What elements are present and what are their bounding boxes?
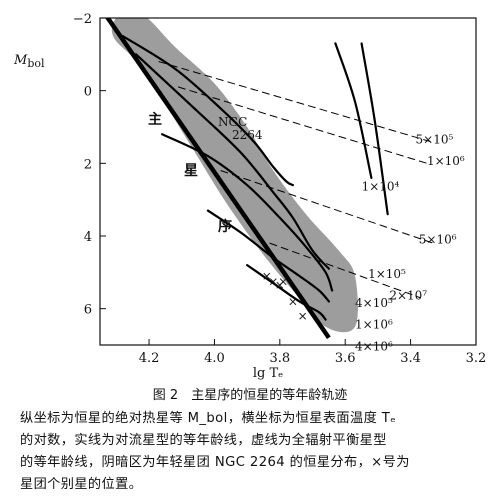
y-tick-label: 4 — [84, 230, 92, 245]
figure-caption-body: 纵坐标为恒星的绝对热星等 M_bol，横坐标为恒星表面温度 Tₑ 的对数，实线为… — [20, 408, 490, 496]
x-axis-label: lg Tₑ — [253, 366, 283, 380]
star-cross-marker: × — [288, 294, 298, 308]
x-tick-label: 3.6 — [335, 351, 356, 366]
isochrone-dashed-line — [177, 86, 428, 164]
isochrone-age-label: 1×10⁶ — [355, 318, 393, 332]
star-cross-marker: × — [298, 309, 308, 323]
isochrone-age-label: 1×10⁴ — [362, 180, 400, 194]
y-axis-label-main: M — [13, 53, 28, 68]
caption-line: 的等年龄线，阴暗区为年轻星团 NGC 2264 的恒星分布，×号为 — [20, 455, 410, 470]
y-axis-label: Mbol — [13, 53, 45, 70]
isochrone-solid-line — [334, 42, 373, 179]
main-sequence-label-3: 序 — [218, 218, 232, 235]
isochrone-solid-line — [206, 209, 330, 303]
x-tick-label: 3.4 — [400, 351, 421, 366]
y-tick-label: 6 — [84, 303, 92, 318]
isochrone-age-label: 4×10⁶ — [355, 339, 393, 353]
isochrone-age-label: 5×10⁶ — [419, 232, 457, 246]
cluster-label-number: 2264 — [232, 128, 263, 142]
isochrone-solid-line — [246, 264, 327, 321]
isochrone-age-label: 2×10⁷ — [389, 289, 427, 303]
x-tick-label: 3.2 — [466, 351, 487, 366]
isochrone-age-label: 1×10⁵ — [368, 267, 406, 281]
main-sequence-label-2: 星 — [184, 163, 198, 179]
isochrone-solid-line — [161, 133, 334, 292]
figure-caption-title: 图 2 主星序的恒星的等年龄轨迹 — [152, 388, 348, 403]
isochrone-dashed-line — [220, 170, 434, 244]
isochrone-age-label: 4×10⁵ — [355, 296, 393, 310]
main-sequence-label-1: 主 — [148, 111, 162, 128]
star-cross-marker: × — [278, 274, 288, 288]
star-cross-marker: × — [268, 274, 278, 288]
plot-frame — [99, 17, 477, 346]
isochrone-dashed-line — [269, 242, 421, 299]
caption-line: 的对数，实线为对流星型的等年龄线，虚线为全辐射平衡星型 — [20, 433, 387, 448]
star-cross-marker: × — [262, 269, 272, 283]
main-sequence-line — [105, 18, 331, 340]
isochrone-age-label: 5×10⁵ — [416, 132, 454, 146]
isochrone-solid-line — [134, 53, 330, 270]
isochrone-age-label: 1×10⁶ — [427, 154, 465, 168]
y-tick-label: 0 — [84, 85, 92, 100]
isochrone-solid-line — [360, 42, 389, 216]
y-tick-label: −2 — [73, 12, 92, 27]
cluster-shaded-region — [111, 18, 358, 333]
x-tick-label: 4.2 — [139, 351, 160, 366]
star-cross-marker: × — [275, 278, 285, 292]
x-tick-label: 3.8 — [269, 351, 290, 366]
isochrone-solid-line — [121, 35, 294, 187]
cluster-label-ngc: NGC — [218, 115, 247, 129]
x-tick-label: 4.0 — [204, 351, 225, 366]
y-tick-label: 2 — [84, 157, 92, 172]
caption-line: 纵坐标为恒星的绝对热星等 M_bol，横坐标为恒星表面温度 Tₑ — [20, 411, 397, 426]
y-axis-label-sub: bol — [27, 57, 45, 70]
caption-line: 星团个别星的位置。 — [20, 477, 143, 492]
